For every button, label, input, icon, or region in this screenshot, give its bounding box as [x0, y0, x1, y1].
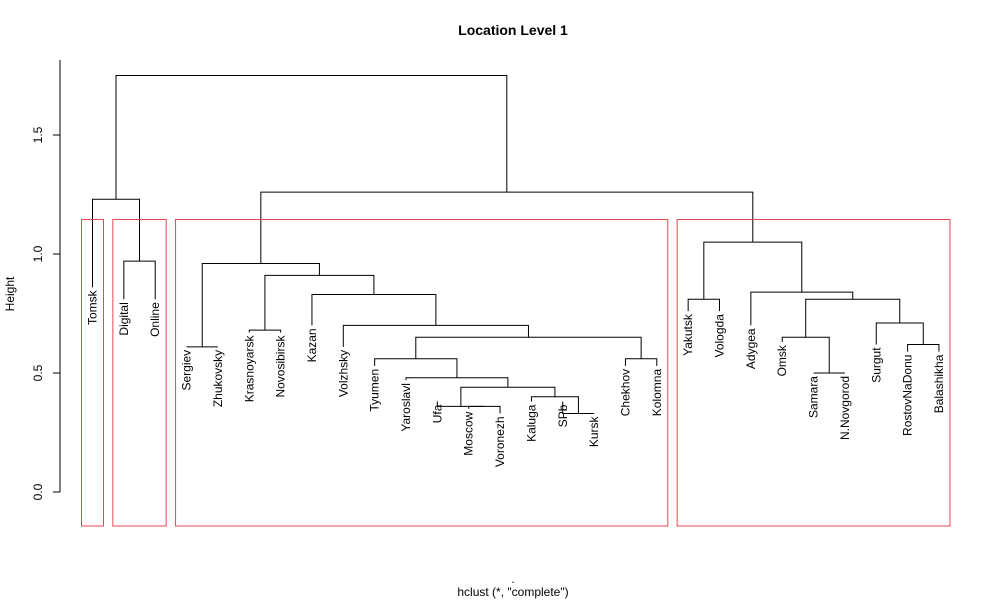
leaf-label: Digital: [117, 302, 131, 335]
leaf-label: SPb: [556, 404, 570, 427]
dendrogram-branch: [374, 358, 458, 378]
leaf-label: RostovNaDonu: [901, 355, 915, 436]
dendrogram-branch: [92, 198, 141, 288]
leaf-label: Moscow: [462, 411, 476, 455]
leaf-label: Tomsk: [86, 289, 100, 325]
dendrogram-branch: [342, 324, 529, 347]
leaf-label: Voronezh: [493, 416, 507, 467]
dendrogram-branch: [750, 291, 854, 326]
dendrogram-branch: [311, 293, 437, 326]
dendrogram-branch: [264, 274, 375, 331]
cluster-box: [112, 218, 167, 527]
leaf-label: Surgut: [869, 347, 883, 383]
leaf-label: Volzhsky: [336, 350, 350, 397]
dendrogram-branch: [805, 298, 901, 338]
dendrogram-branch: [703, 241, 803, 300]
cluster-box: [175, 218, 669, 527]
leaf-label: Omsk: [775, 344, 789, 376]
leaf-label: Krasnoyarsk: [242, 335, 256, 403]
leaf-label: Yaroslavl: [399, 383, 413, 431]
cluster-box: [676, 218, 951, 527]
leaf-label: Samara: [807, 376, 821, 418]
leaf-label: Kazan: [305, 328, 319, 362]
x-axis-label-top: .: [511, 572, 514, 586]
y-tick-label: 1.0: [31, 245, 45, 262]
leaf-label: Novosibirsk: [274, 335, 288, 398]
dendrogram-branch: [436, 401, 485, 407]
dendrogram-branch: [201, 263, 320, 347]
leaf-labels: Tomsk Digital Online Sergiev Zhukovsky Krasno…: [86, 289, 946, 467]
x-axis-label: hclust (*, "complete"): [457, 585, 568, 599]
y-axis-label: Height: [3, 276, 17, 311]
leaf-label: Tyumen: [368, 369, 382, 412]
leaf-label: Ufa: [430, 404, 444, 423]
leaf-label: Balashikha: [932, 354, 946, 413]
dendrogram-branch: [115, 75, 508, 200]
dendrogram-branch: [405, 377, 509, 388]
dendrogram-branch: [415, 336, 642, 359]
y-tick-label: 0.5: [31, 364, 45, 381]
leaf-label: Online: [148, 302, 162, 337]
leaf-label: Adygea: [744, 328, 758, 369]
leaf-label: Yakutsk: [681, 313, 695, 356]
dendrogram-branch: [687, 298, 720, 312]
dendrogram-branch: [624, 358, 658, 366]
leaf-label: Zhukovsky: [211, 350, 225, 407]
leaf-label: Sergiev: [180, 350, 194, 391]
leaf-label: Kaluga: [524, 404, 538, 442]
y-tick-label: 0.0: [31, 483, 45, 500]
leaf-label: Kursk: [587, 415, 601, 447]
dendrogram-branch: [875, 322, 924, 345]
cluster-box: [81, 218, 104, 527]
dendrogram-branch: [260, 191, 754, 264]
y-tick-label: 1.5: [31, 126, 45, 143]
dendrogram-tree: [92, 75, 940, 414]
cluster-boxes: [81, 218, 951, 527]
y-axis: 0.0 0.5 1.0 1.5: [31, 60, 61, 500]
leaf-label: N.Novgorod: [838, 376, 852, 440]
leaf-label: Kolomna: [650, 369, 664, 417]
leaf-label: Chekhov: [618, 369, 632, 416]
leaf-label: Vologda: [713, 314, 727, 358]
dendrogram-branch: [781, 336, 830, 373]
chart-title: Location Level 1: [458, 22, 568, 38]
dendrogram-branch: [562, 401, 595, 414]
dendrogram-branch: [123, 260, 156, 300]
dendrogram-branch: [907, 343, 940, 352]
dendrogram-branch: [248, 329, 282, 333]
